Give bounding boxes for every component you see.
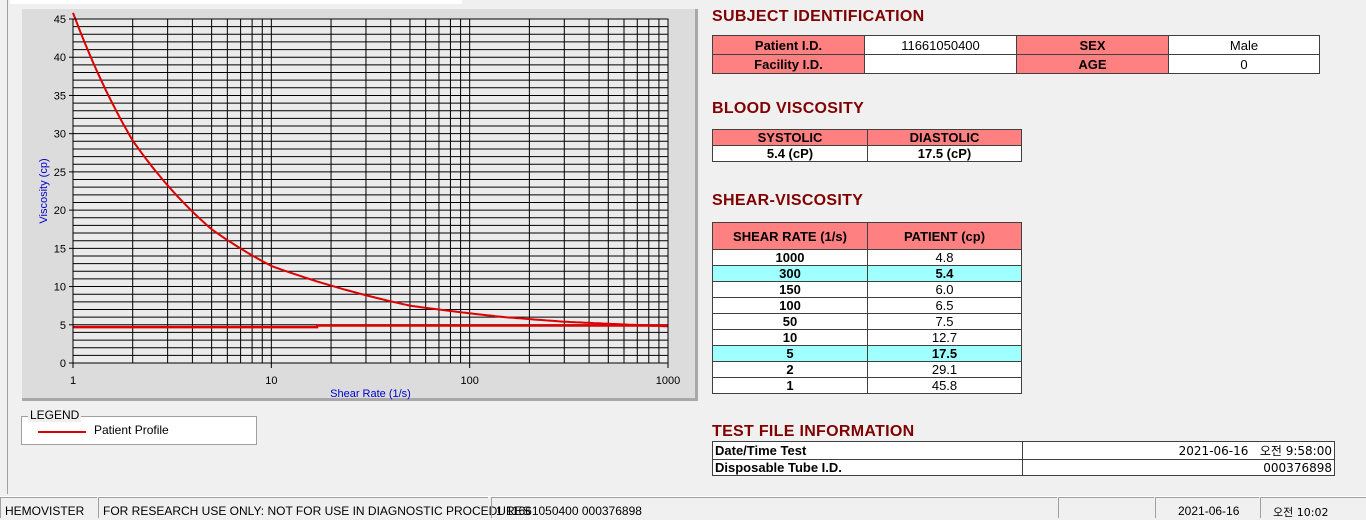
- tube-value: 000376898: [1022, 459, 1335, 476]
- y-tick-label: 5: [60, 320, 66, 332]
- shear-row: 1000 4.8: [712, 249, 1022, 266]
- tube-label: Disposable Tube I.D.: [712, 459, 1023, 476]
- subject-table: Patient I.D. 11661050400 SEX Male Facility …: [712, 35, 1320, 74]
- shear-rate-cell: 100: [712, 297, 868, 314]
- x-tick-label: 1: [70, 375, 76, 387]
- date-value: 2021-06-16 오전 9:58:00: [1022, 441, 1335, 460]
- status-date: 2021-06-16: [1155, 497, 1259, 518]
- facility-value: [864, 54, 1017, 74]
- shear-rate-cell: 1: [712, 377, 868, 394]
- patient-value-cell: 6.5: [867, 297, 1022, 314]
- shear-rate-cell: 300: [712, 265, 868, 282]
- y-tick-label: 0: [60, 358, 66, 370]
- left-border: [7, 0, 8, 494]
- y-tick-label: 30: [54, 129, 66, 141]
- status-time: 오전 10:02: [1260, 497, 1366, 519]
- patient-value-cell: 4.8: [867, 249, 1022, 266]
- sex-label: SEX: [1016, 35, 1169, 55]
- patient-value-cell: 6.0: [867, 281, 1022, 298]
- plot-frame: [72, 18, 669, 364]
- viscosity-chart: 0 5 10 15 20 25 30 35 40 45 1 10 100 1000 Shear Rate (…: [22, 9, 698, 401]
- diastolic-value: 17.5 (cP): [867, 145, 1022, 162]
- y-tick-label: 25: [54, 167, 66, 179]
- systolic-label: SYSTOLIC: [712, 129, 868, 146]
- status-notice: FOR RESEARCH USE ONLY: NOT FOR USE IN DI…: [98, 497, 531, 518]
- shear-row: 300 5.4: [712, 265, 1022, 282]
- patient-value-cell: 45.8: [867, 377, 1022, 394]
- y-tick-label: 20: [54, 205, 66, 217]
- blood-table: SYSTOLIC DIASTOLIC 5.4 (cP) 17.5 (cP): [712, 129, 1022, 162]
- sex-value: Male: [1168, 35, 1320, 55]
- shear-rate-header: SHEAR RATE (1/s): [712, 222, 868, 250]
- shear-rate-cell: 5: [712, 345, 868, 362]
- patient-value-cell: 7.5: [867, 313, 1022, 330]
- x-tick-label: 10: [265, 375, 277, 387]
- patient-value-cell: 17.5: [867, 345, 1022, 362]
- shear-row: 10 12.7: [712, 329, 1022, 346]
- shear-rate-cell: 1000: [712, 249, 868, 266]
- shear-rate-cell: 50: [712, 313, 868, 330]
- legend-entry: Patient Profile: [94, 423, 169, 437]
- patient-id-label: Patient I.D.: [712, 35, 865, 55]
- shear-rate-cell: 10: [712, 329, 868, 346]
- status-empty: [1058, 497, 1154, 518]
- y-tick-label: 35: [54, 90, 66, 102]
- subject-title: SUBJECT IDENTIFICATION: [712, 8, 925, 25]
- legend-title: LEGEND: [28, 408, 82, 422]
- shear-table: SHEAR RATE (1/s) PATIENT (cp) 1000 4.8 300 5…: [712, 222, 1022, 394]
- y-tick-label: 15: [54, 243, 66, 255]
- patient-header: PATIENT (cp): [867, 222, 1022, 250]
- x-tick-label: 100: [460, 375, 478, 387]
- shear-title: SHEAR-VISCOSITY: [712, 192, 864, 209]
- plot-area: [73, 19, 668, 363]
- series-line: [73, 324, 668, 329]
- shear-row: 100 6.5: [712, 297, 1022, 314]
- patient-value-cell: 5.4: [867, 265, 1022, 282]
- shear-rate-cell: 150: [712, 281, 868, 298]
- legend-box: LEGEND Patient Profile: [21, 408, 257, 445]
- y-tick-label: 40: [54, 52, 66, 64]
- shear-row: 150 6.0: [712, 281, 1022, 298]
- shear-row: 5 17.5: [712, 345, 1022, 362]
- x-tick-label: 1000: [656, 375, 680, 387]
- shear-row: 50 7.5: [712, 313, 1022, 330]
- top-bar: [10, 0, 462, 4]
- series-line: [72, 12, 669, 328]
- y-tick-label: 45: [54, 14, 66, 26]
- status-bar: [0, 496, 1366, 518]
- status-app: HEMOVISTER: [0, 497, 97, 518]
- date-label: Date/Time Test: [712, 441, 1023, 460]
- shear-row: 1 45.8: [712, 377, 1022, 394]
- age-label: AGE: [1016, 54, 1169, 74]
- chart-svg: 0 5 10 15 20 25 30 35 40 45 1 10 100 1000 Shear Rate (…: [38, 12, 680, 400]
- x-axis-label: Shear Rate (1/s): [330, 388, 411, 400]
- shear-row: 2 29.1: [712, 361, 1022, 378]
- status-record: 1 11661050400 000376898: [491, 497, 1057, 518]
- y-axis-label: Viscosity (cp): [38, 158, 50, 223]
- testfile-title: TEST FILE INFORMATION: [712, 423, 915, 440]
- patient-value-cell: 12.7: [867, 329, 1022, 346]
- patient-id-value: 11661050400: [864, 35, 1017, 55]
- age-value: 0: [1168, 54, 1320, 74]
- systolic-value: 5.4 (cP): [712, 145, 868, 162]
- y-tick-label: 10: [54, 282, 66, 294]
- blood-title: BLOOD VISCOSITY: [712, 100, 865, 117]
- legend-line-swatch: [38, 431, 86, 433]
- facility-label: Facility I.D.: [712, 54, 865, 74]
- shear-rate-cell: 2: [712, 361, 868, 378]
- testfile-table: Date/Time Test 2021-06-16 오전 9:58:00 Disp…: [712, 441, 1335, 476]
- patient-value-cell: 29.1: [867, 361, 1022, 378]
- diastolic-label: DIASTOLIC: [867, 129, 1022, 146]
